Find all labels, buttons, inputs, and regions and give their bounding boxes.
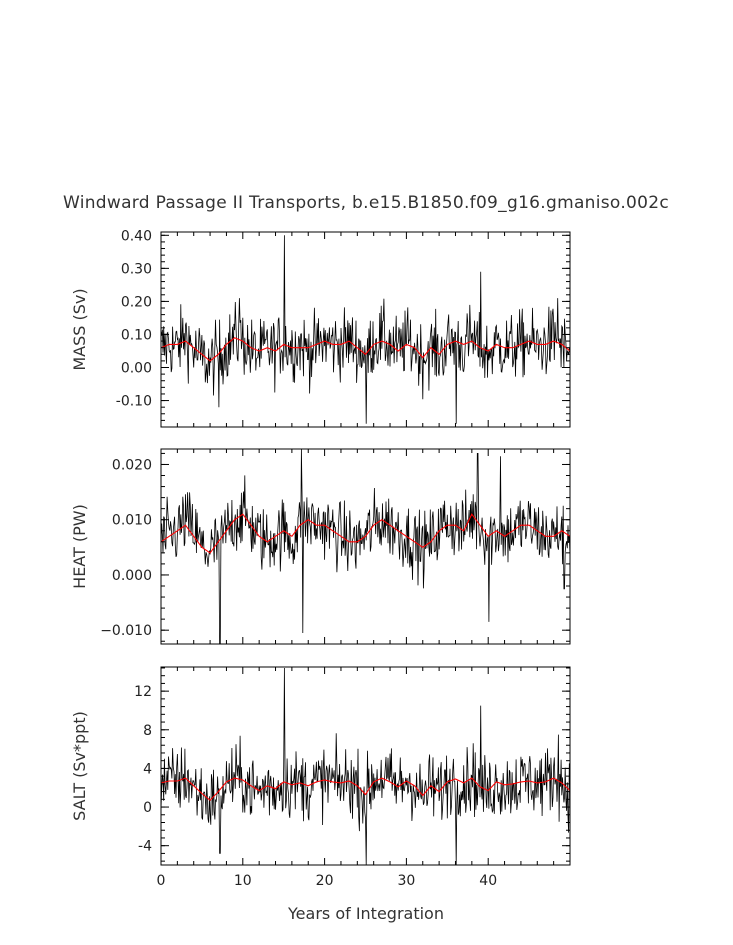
mass-monthly-series [160, 235, 571, 424]
salt-y-tick-label: 0 [143, 800, 152, 816]
salt-panel: -4 0 4 8 12 0 10 20 30 40 SALT (Sv*ppt) [70, 666, 571, 889]
mass-y-tick-label: -0.10 [116, 394, 152, 410]
salt-smoothed-series [160, 777, 571, 802]
heat-y-tick-label: 0.020 [112, 457, 152, 473]
figure-title: Windward Passage II Transports, b.e15.B1… [63, 193, 669, 213]
heat-frame [160, 448, 571, 645]
mass-y-tick-label: 0.20 [121, 294, 152, 310]
salt-monthly-series [160, 667, 571, 866]
salt-frame [160, 666, 571, 866]
salt-x-tick-label: 10 [234, 873, 252, 889]
mass-y-tick-label: 0.40 [121, 228, 152, 244]
salt-x-tick-label: 40 [479, 873, 497, 889]
x-axis-label: Years of Integration [287, 904, 444, 923]
heat-smoothed-series [160, 513, 571, 554]
heat-y-tick-label: 0.000 [112, 568, 152, 584]
salt-y-tick-label: -4 [138, 839, 152, 855]
mass-y-tick-label: 0.10 [121, 327, 152, 343]
salt-y-tick-label: 8 [143, 723, 152, 739]
heat-monthly-series [160, 448, 571, 645]
heat-panel: −0.010 0.000 0.010 0.020 HEAT (PW) [70, 448, 571, 645]
mass-frame [160, 231, 571, 428]
salt-x-tick-label: 0 [157, 873, 166, 889]
heat-y-axis-label: HEAT (PW) [70, 504, 89, 589]
salt-x-tick-label: 30 [397, 873, 415, 889]
mass-y-axis-label: MASS (Sv) [70, 288, 89, 370]
salt-y-tick-label: 12 [134, 684, 152, 700]
salt-y-tick-label: 4 [143, 761, 152, 777]
mass-smoothed-series [160, 337, 571, 362]
salt-x-tick-label: 20 [316, 873, 334, 889]
salt-y-axis-label: SALT (Sv*ppt) [70, 711, 89, 821]
mass-y-tick-label: 0.30 [121, 261, 152, 277]
mass-y-tick-label: 0.00 [121, 361, 152, 377]
heat-y-tick-label: −0.010 [100, 623, 152, 639]
mass-panel: -0.10 0.00 0.10 0.20 0.30 0.40 MASS (Sv) [70, 228, 571, 428]
heat-y-tick-label: 0.010 [112, 513, 152, 529]
